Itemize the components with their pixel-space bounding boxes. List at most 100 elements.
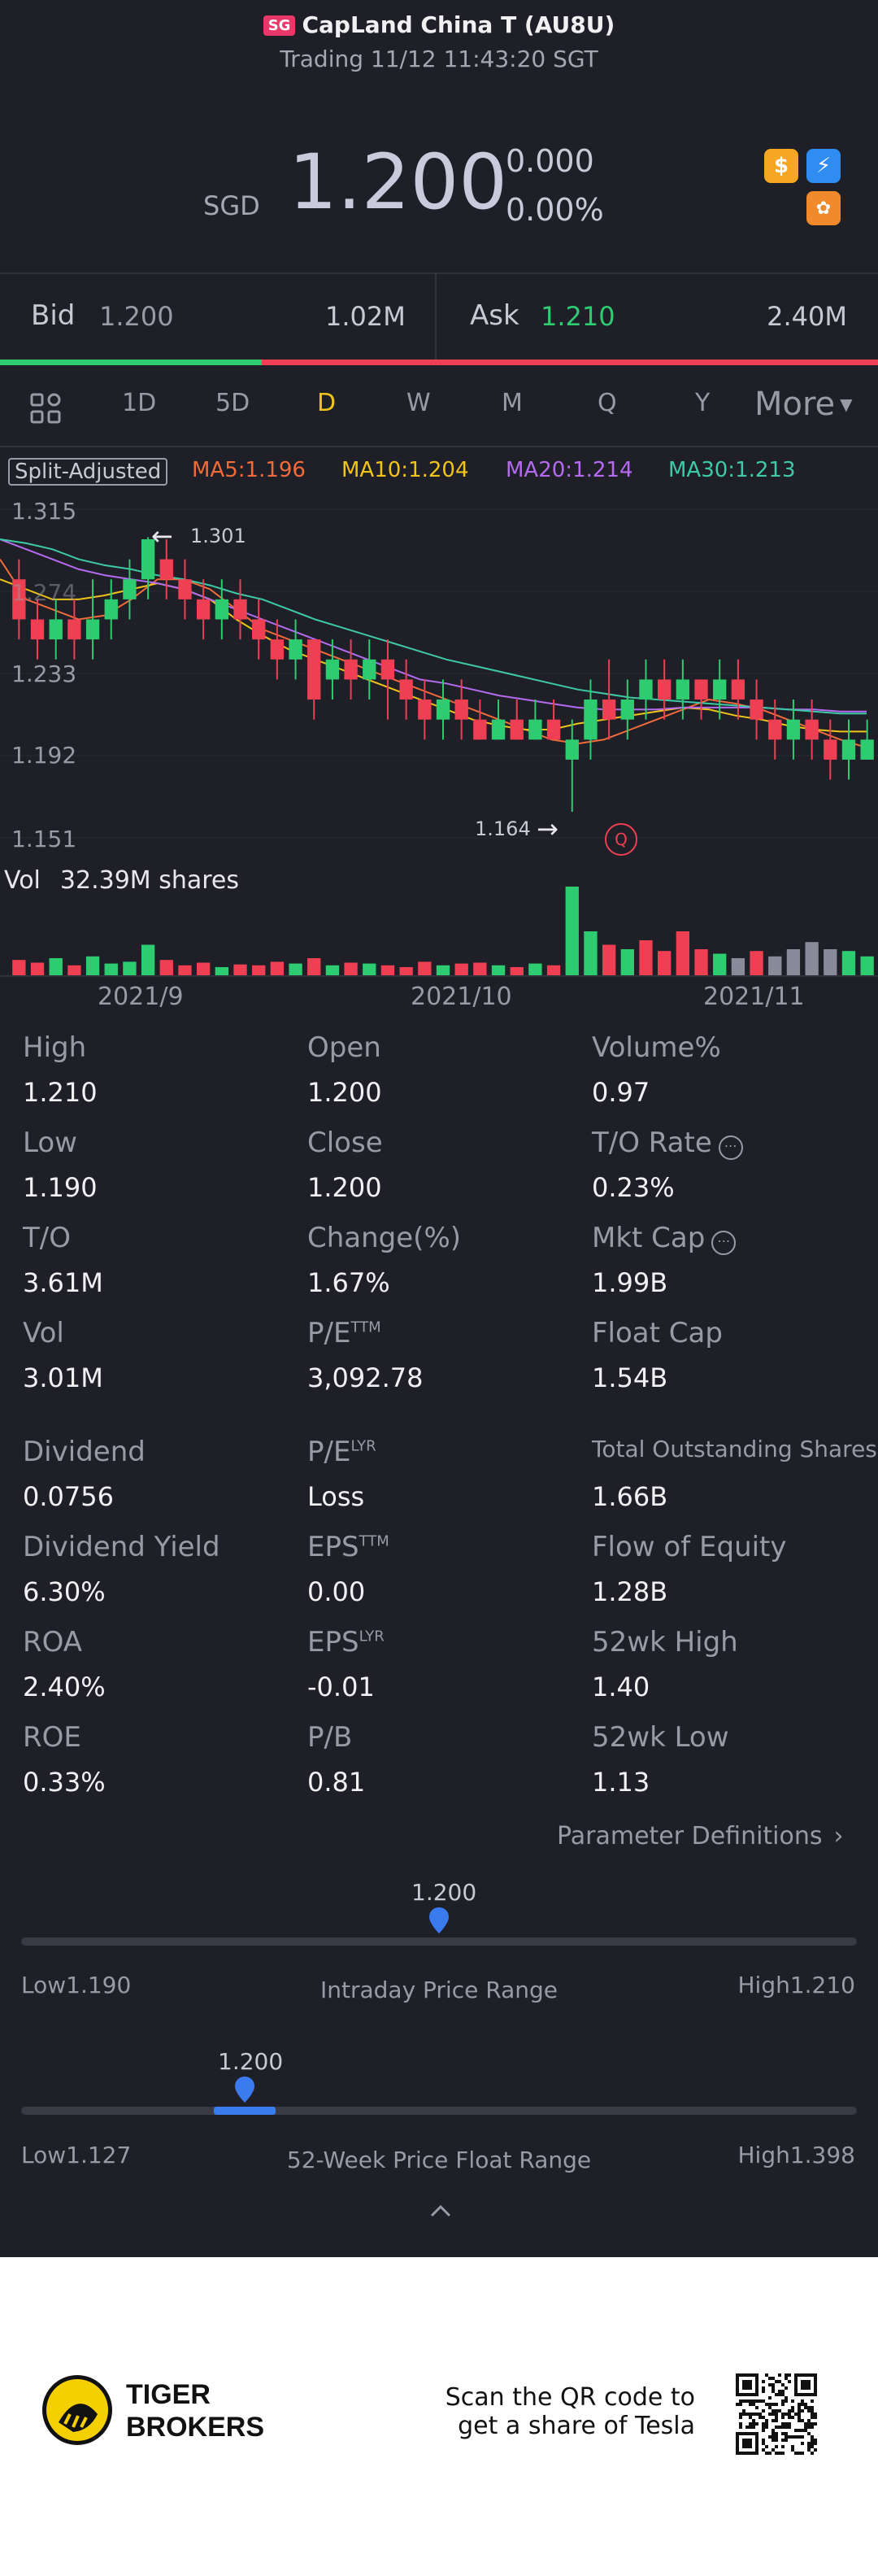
- grid-icon[interactable]: [29, 392, 62, 428]
- candle: [67, 599, 81, 660]
- info-icon[interactable]: ⋯: [711, 1231, 737, 1255]
- candle: [491, 700, 506, 740]
- stat-value: 1.99B: [592, 1267, 668, 1298]
- volume-bar: [454, 963, 468, 976]
- candlestick-chart[interactable]: [0, 488, 878, 1009]
- volume-bar: [473, 962, 487, 976]
- stat-label-text: High: [23, 1031, 87, 1064]
- candle: [196, 579, 211, 640]
- volume-bar: [786, 949, 801, 976]
- volume-bar: [30, 962, 45, 976]
- stat-label-text: Float Cap: [592, 1317, 723, 1349]
- stat-value: 3.61M: [23, 1267, 103, 1298]
- stat-value: 1.67%: [307, 1267, 390, 1298]
- tab-w[interactable]: W: [406, 389, 431, 417]
- bid-label: Bid: [31, 299, 76, 332]
- stat-label: Mkt Cap ⋯: [592, 1222, 737, 1255]
- dollar-badge-icon[interactable]: $: [764, 149, 798, 183]
- candle: [49, 599, 63, 660]
- ask-price: 1.210: [541, 301, 615, 332]
- split-adjusted-toggle[interactable]: Split-Adjusted: [8, 458, 168, 486]
- stat-label-text: Low: [23, 1127, 77, 1159]
- x-tick-label: 2021/11: [703, 983, 805, 1011]
- qr-code: [736, 2373, 817, 2455]
- stat-label-text: 52wk High: [592, 1626, 738, 1658]
- ask-size: 2.40M: [767, 301, 847, 332]
- tab-y[interactable]: Y: [695, 389, 711, 417]
- candle: [528, 700, 542, 740]
- stat-label-sup: TTM: [350, 1319, 381, 1336]
- candle: [473, 700, 487, 740]
- ma-line-ma20: [0, 538, 867, 713]
- collapse-chevron-up-icon[interactable]: [429, 2203, 452, 2222]
- stat-label-text: Close: [307, 1127, 383, 1159]
- stat-label: EPSLYR: [307, 1626, 385, 1658]
- stat-value: 6.30%: [23, 1576, 106, 1607]
- candle: [713, 659, 727, 720]
- tab-more[interactable]: More ▼: [754, 386, 853, 423]
- ask-ratio-bar: [262, 360, 878, 365]
- tab-q[interactable]: Q: [598, 389, 617, 417]
- stat-label: Dividend: [23, 1436, 146, 1468]
- candle: [602, 659, 616, 740]
- promo-line2: get a share of Tesla: [458, 2412, 695, 2440]
- candle: [141, 537, 155, 599]
- last-price: 1.200: [289, 138, 508, 227]
- volume-bar: [233, 964, 247, 976]
- y-tick-label: 1.233: [11, 660, 77, 687]
- stat-label: Float Cap: [592, 1317, 723, 1349]
- volume-bar: [676, 931, 690, 976]
- tab-d[interactable]: D: [317, 389, 337, 417]
- volume-bar: [546, 965, 561, 976]
- stat-value: 3.01M: [23, 1362, 103, 1393]
- candle: [85, 579, 100, 660]
- week52-title: 52-Week Price Float Range: [286, 2147, 592, 2173]
- stat-label-text: ROE: [23, 1721, 81, 1754]
- volume-bar: [380, 965, 395, 976]
- arrow-left-icon: ←: [151, 521, 173, 551]
- volume-bar: [270, 961, 285, 976]
- candle: [178, 559, 192, 620]
- stat-value: 1.210: [23, 1077, 98, 1108]
- candle: [676, 659, 690, 720]
- x-tick-label: 2021/9: [98, 983, 184, 1011]
- candle: [159, 538, 173, 599]
- candle: [805, 700, 819, 760]
- intraday-range-track: [21, 1937, 857, 1946]
- puzzle-badge-icon[interactable]: ✿: [806, 191, 841, 225]
- stat-value: 0.97: [592, 1077, 650, 1108]
- volume-bar: [104, 963, 118, 976]
- candle: [436, 679, 450, 740]
- quarter-marker[interactable]: Q: [605, 823, 637, 856]
- y-tick-label: 1.274: [11, 579, 77, 606]
- tab-1d[interactable]: 1D: [122, 389, 157, 417]
- volume-bar: [528, 963, 542, 976]
- info-icon[interactable]: ⋯: [718, 1135, 743, 1160]
- ma-line-ma10: [0, 578, 867, 733]
- parameter-definitions-link[interactable]: Parameter Definitions ›: [557, 1822, 844, 1850]
- candle: [731, 659, 745, 720]
- candle: [546, 700, 561, 740]
- stat-label: Total Outstanding Shares: [592, 1436, 877, 1462]
- stat-label-text: ROA: [23, 1626, 83, 1658]
- week52-range-fill: [214, 2107, 276, 2115]
- stat-label: Open: [307, 1031, 381, 1064]
- tab-5d[interactable]: 5D: [215, 389, 250, 417]
- stat-label-sup: TTM: [359, 1532, 389, 1550]
- intraday-marker-label: 1.200: [411, 1879, 477, 1906]
- candle: [750, 679, 763, 740]
- brand-line1: TIGER: [126, 2379, 211, 2410]
- stat-value: 0.81: [307, 1767, 366, 1798]
- volume-bar: [159, 960, 173, 976]
- stat-label: Change(%): [307, 1222, 461, 1254]
- candle: [565, 719, 579, 812]
- volume-bar: [363, 963, 376, 976]
- bid-size: 1.02M: [325, 301, 406, 332]
- currency-label: SGD: [203, 190, 260, 221]
- candle: [639, 659, 653, 720]
- stock-name: CapLand China T (AU8U): [302, 11, 615, 38]
- stat-label-text: Open: [307, 1031, 381, 1064]
- tiger-logo-icon: [41, 2373, 114, 2450]
- tab-m[interactable]: M: [502, 389, 523, 417]
- flash-badge-icon[interactable]: ⚡: [806, 149, 841, 183]
